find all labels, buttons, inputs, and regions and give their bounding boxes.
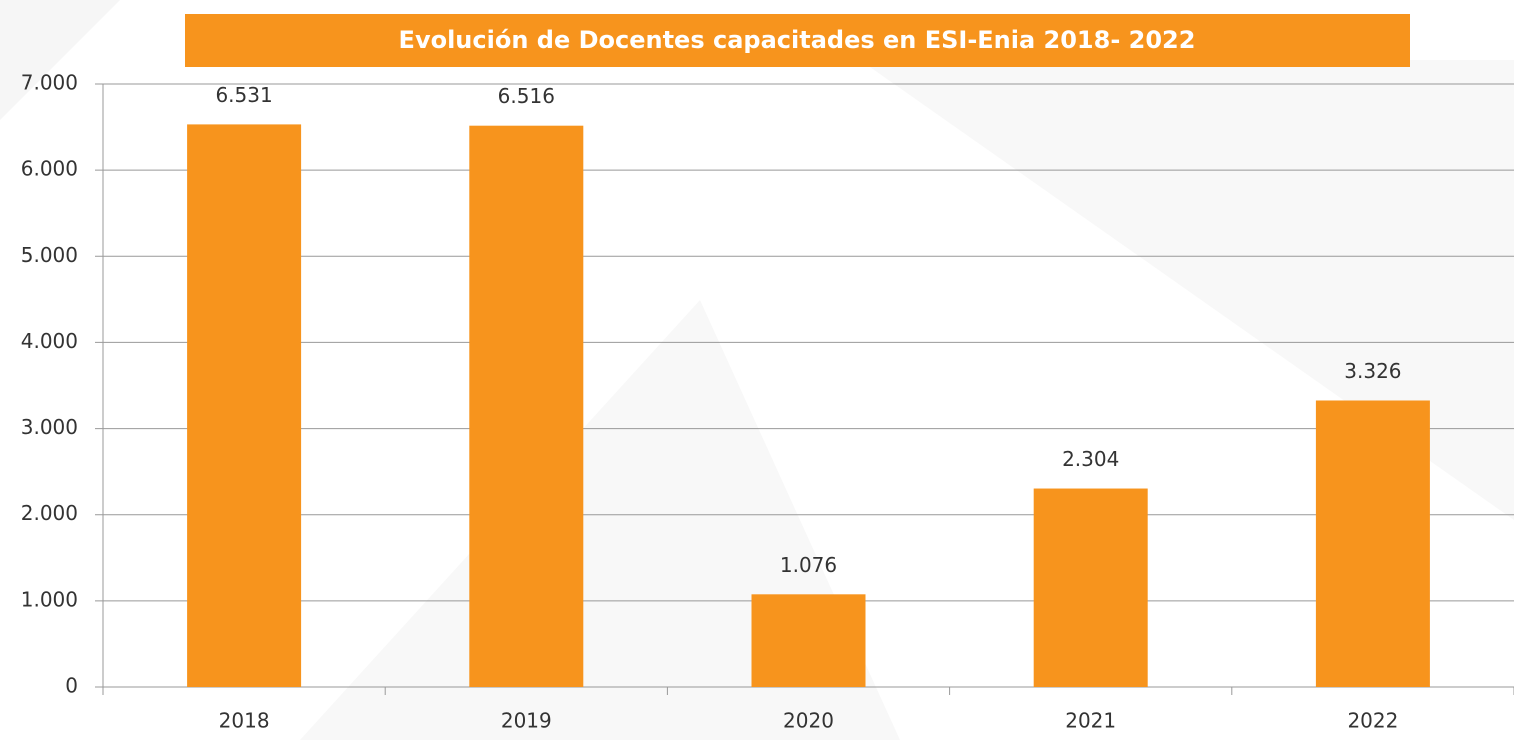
bar — [1315, 400, 1430, 687]
y-tick-label: 5.000 — [21, 243, 78, 267]
watermark — [0, 0, 120, 120]
data-label: 2.304 — [1062, 447, 1119, 471]
x-tick-label: 2021 — [1065, 709, 1116, 733]
y-tick-label: 1.000 — [21, 587, 78, 611]
watermark — [300, 300, 900, 740]
bar — [751, 594, 866, 687]
x-tick-label: 2022 — [1347, 709, 1398, 733]
bar — [469, 125, 584, 688]
data-label: 3.326 — [1344, 359, 1401, 383]
y-tick-label: 4.000 — [21, 329, 78, 353]
data-label: 1.076 — [780, 553, 837, 577]
title-box — [185, 14, 1410, 67]
data-label: 6.531 — [215, 83, 272, 107]
y-tick-label: 2.000 — [21, 501, 78, 525]
bar — [187, 124, 302, 687]
y-tick-label: 0 — [65, 674, 78, 698]
data-label: 6.516 — [498, 84, 555, 108]
y-tick-label: 3.000 — [21, 415, 78, 439]
y-tick-label: 6.000 — [21, 157, 78, 181]
bar — [1033, 488, 1148, 687]
y-tick-label: 7.000 — [21, 71, 78, 95]
x-tick-label: 2019 — [501, 709, 552, 733]
x-tick-label: 2020 — [783, 709, 834, 733]
x-tick-label: 2018 — [219, 709, 270, 733]
chart-title: Evolución de Docentes capacitades en ESI… — [399, 26, 1196, 54]
